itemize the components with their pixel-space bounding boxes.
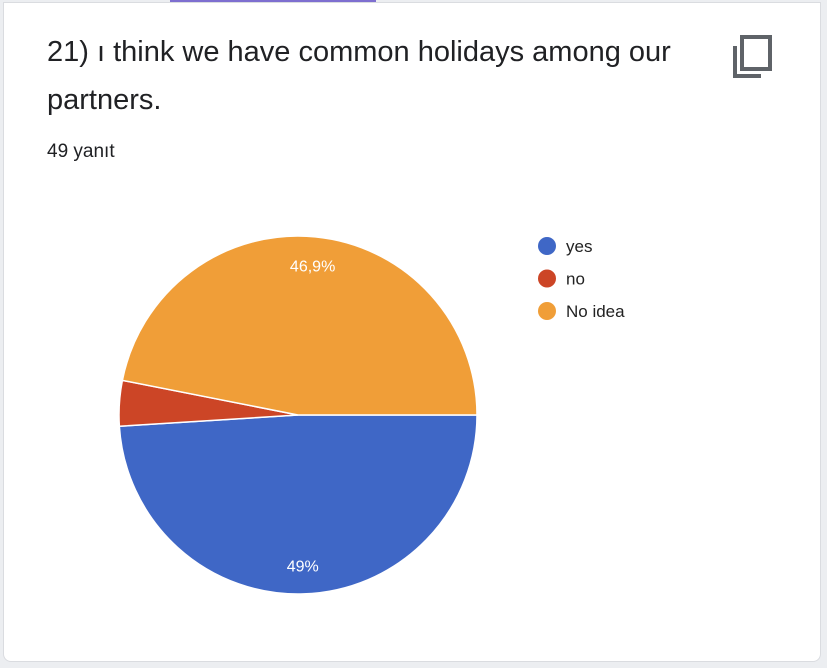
- legend-swatch: [538, 269, 556, 288]
- legend-swatch: [538, 237, 556, 255]
- slice-label: 49%: [287, 558, 319, 575]
- response-count: 49 yanıt: [47, 141, 115, 162]
- legend-swatch: [538, 302, 556, 320]
- question-title: 21) ı think we have common holidays amon…: [47, 36, 671, 116]
- legend-item[interactable]: no: [566, 270, 585, 289]
- top-accent-bar: [170, 0, 376, 3]
- pie-slice-yes[interactable]: [118, 414, 478, 595]
- legend-item[interactable]: yes: [566, 237, 592, 256]
- legend-item[interactable]: No idea: [566, 302, 625, 321]
- copy-icon[interactable]: [731, 34, 775, 80]
- pie-slice-no-idea[interactable]: [121, 235, 478, 416]
- slice-label: 46,9%: [290, 258, 335, 275]
